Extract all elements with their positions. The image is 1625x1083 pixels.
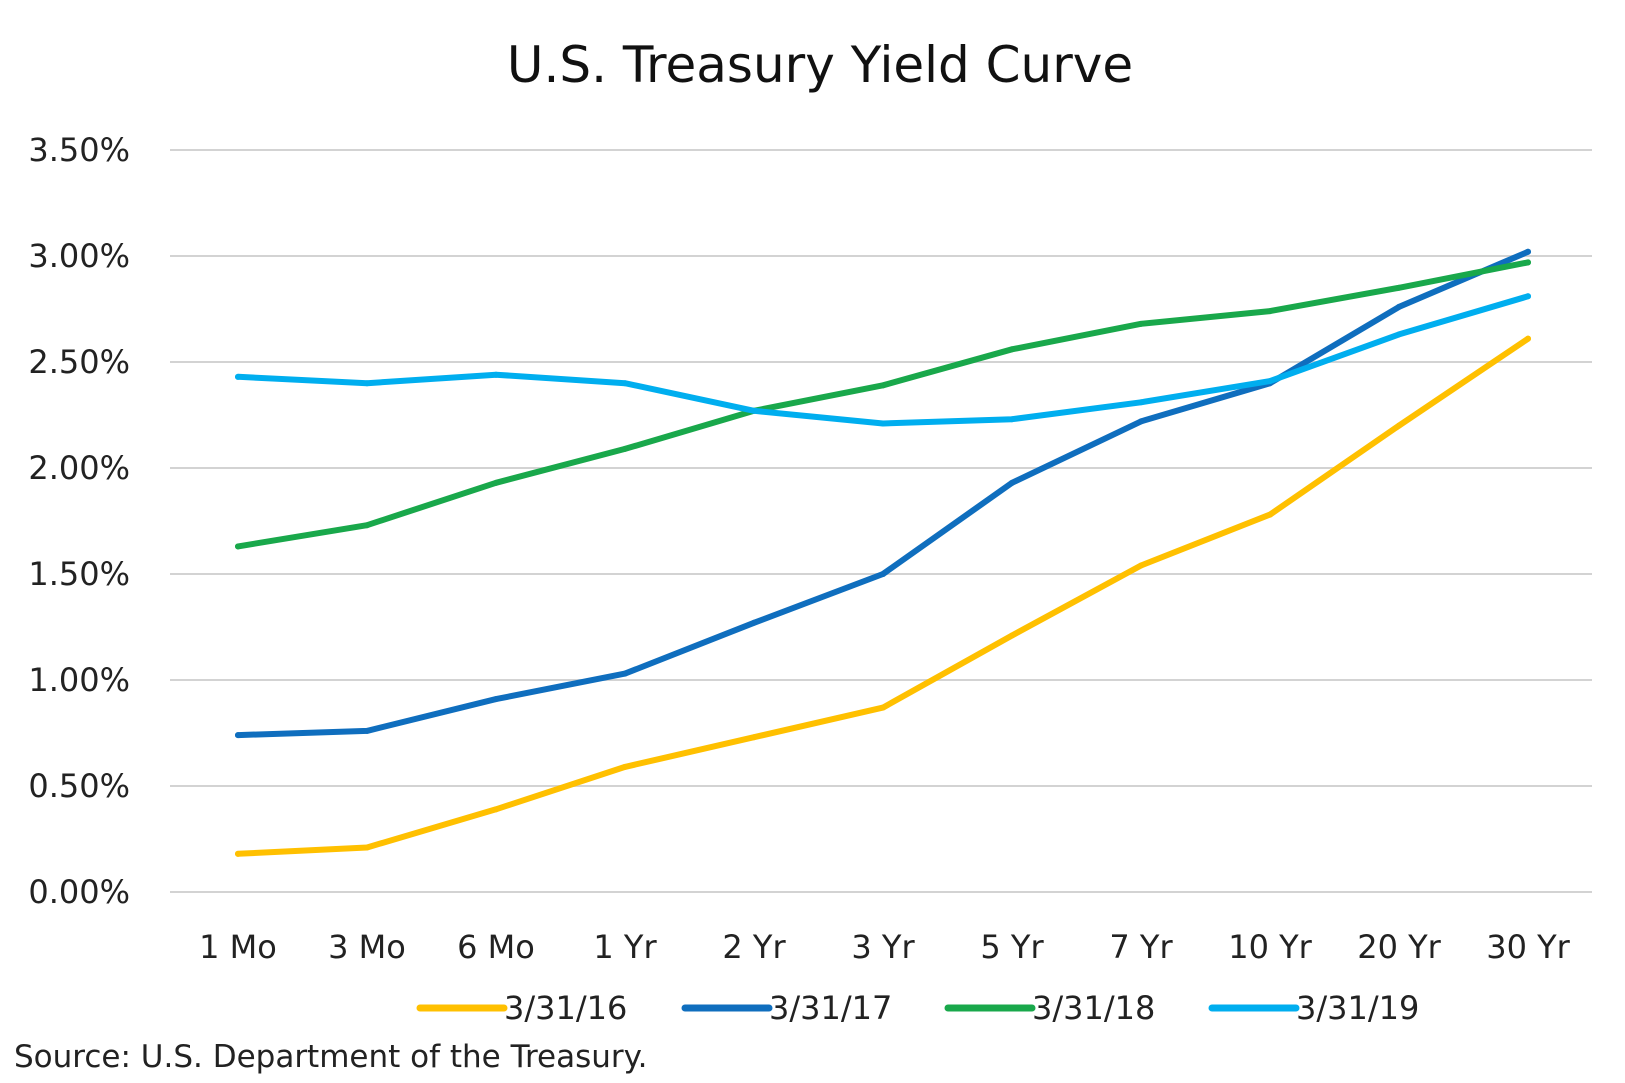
data-point xyxy=(622,445,628,452)
legend-label: 3/31/17 xyxy=(769,989,892,1027)
data-point xyxy=(493,479,499,486)
x-axis-tick-labels: 1 Mo 3 Mo 6 Mo 1 Yr 2 Yr 3 Yr 5 Yr 7 Yr 10 Yr 20 … xyxy=(199,928,1571,966)
y-tick-label: 0.50% xyxy=(28,767,130,805)
data-point xyxy=(622,380,628,387)
x-tick-label: 3 Yr xyxy=(851,928,915,966)
data-point xyxy=(364,522,370,529)
data-point xyxy=(751,407,757,414)
series-3-31-16 xyxy=(235,335,1531,857)
data-point xyxy=(880,704,886,711)
series-line xyxy=(235,335,1531,857)
series-line xyxy=(235,248,1531,739)
data-point xyxy=(1009,632,1015,639)
x-tick-label: 1 Yr xyxy=(593,928,657,966)
data-point xyxy=(493,371,499,378)
data-point xyxy=(880,571,886,577)
y-tick-label: 3.50% xyxy=(28,131,130,169)
data-point xyxy=(1138,399,1144,406)
legend-label: 3/31/19 xyxy=(1296,989,1419,1027)
data-point xyxy=(1009,479,1015,486)
data-point xyxy=(1525,248,1531,255)
data-point xyxy=(1396,284,1402,291)
series-line xyxy=(235,293,1531,427)
data-point xyxy=(1138,562,1144,569)
data-point xyxy=(235,850,241,857)
x-tick-label: 6 Mo xyxy=(457,928,535,966)
data-point xyxy=(1267,378,1273,385)
data-point xyxy=(364,380,370,387)
x-tick-label: 2 Yr xyxy=(722,928,786,966)
x-tick-label: 1 Mo xyxy=(199,928,277,966)
data-point xyxy=(1525,335,1531,342)
data-point xyxy=(493,806,499,813)
data-point xyxy=(880,382,886,389)
data-point xyxy=(751,734,757,741)
legend-item: 3/31/18 xyxy=(944,989,1155,1027)
data-point xyxy=(622,763,628,770)
data-point xyxy=(1396,422,1402,429)
chart-title: U.S. Treasury Yield Curve xyxy=(507,36,1133,94)
data-point xyxy=(1267,308,1273,315)
series-3-31-17 xyxy=(235,248,1531,739)
series-3-31-18 xyxy=(235,259,1531,550)
legend: 3/31/16 3/31/17 3/31/18 3/31/19 xyxy=(416,989,1419,1027)
y-axis-tick-labels: 0.00% 0.50% 1.00% 1.50% 2.00% 2.50% 3.00% 3.50% xyxy=(28,131,130,911)
source-note: Source: U.S. Department of the Treasury. xyxy=(14,1039,647,1075)
x-tick-label: 5 Yr xyxy=(980,928,1044,966)
legend-item: 3/31/19 xyxy=(1208,989,1419,1027)
data-point xyxy=(880,420,886,427)
data-point xyxy=(1138,320,1144,327)
data-point xyxy=(1525,259,1531,266)
legend-item: 3/31/16 xyxy=(416,989,627,1027)
y-tick-label: 1.00% xyxy=(28,661,130,699)
series-line xyxy=(235,259,1531,550)
data-point xyxy=(1009,416,1015,423)
data-point xyxy=(364,844,370,851)
y-tick-label: 0.00% xyxy=(28,873,130,911)
x-tick-label: 7 Yr xyxy=(1109,928,1173,966)
x-tick-label: 10 Yr xyxy=(1228,928,1312,966)
y-tick-label: 3.00% xyxy=(28,237,130,275)
data-point xyxy=(1267,511,1273,518)
data-point xyxy=(1009,346,1015,353)
data-point xyxy=(364,727,370,734)
x-tick-label: 3 Mo xyxy=(328,928,406,966)
data-point xyxy=(235,732,241,739)
y-tick-label: 2.00% xyxy=(28,449,130,487)
series-3-31-19 xyxy=(235,293,1531,427)
data-point xyxy=(235,543,241,550)
data-point xyxy=(1138,418,1144,425)
data-point xyxy=(1396,303,1402,310)
legend-label: 3/31/16 xyxy=(504,989,627,1027)
y-tick-label: 1.50% xyxy=(28,555,130,593)
x-tick-label: 30 Yr xyxy=(1486,928,1570,966)
data-point xyxy=(1525,293,1531,300)
legend-item: 3/31/17 xyxy=(681,989,892,1027)
y-tick-label: 2.50% xyxy=(28,343,130,381)
data-point xyxy=(751,619,757,626)
data-point xyxy=(1396,331,1402,338)
gridlines xyxy=(170,149,1592,893)
series-lines xyxy=(235,248,1531,857)
x-tick-label: 20 Yr xyxy=(1357,928,1441,966)
data-point xyxy=(235,373,241,380)
data-point xyxy=(622,670,628,677)
data-point xyxy=(493,696,499,703)
legend-label: 3/31/18 xyxy=(1032,989,1155,1027)
